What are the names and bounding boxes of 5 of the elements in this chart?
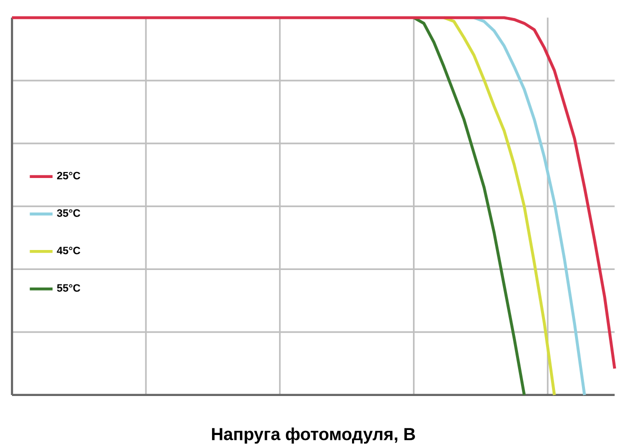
legend-label: 25°C <box>57 172 80 180</box>
legend-label: 45°C <box>56 246 80 254</box>
x-axis-title: Напруга фотомодуля, В <box>212 428 415 444</box>
legend-label: 55°C <box>57 284 80 292</box>
legend-label: 35°C <box>56 209 80 217</box>
